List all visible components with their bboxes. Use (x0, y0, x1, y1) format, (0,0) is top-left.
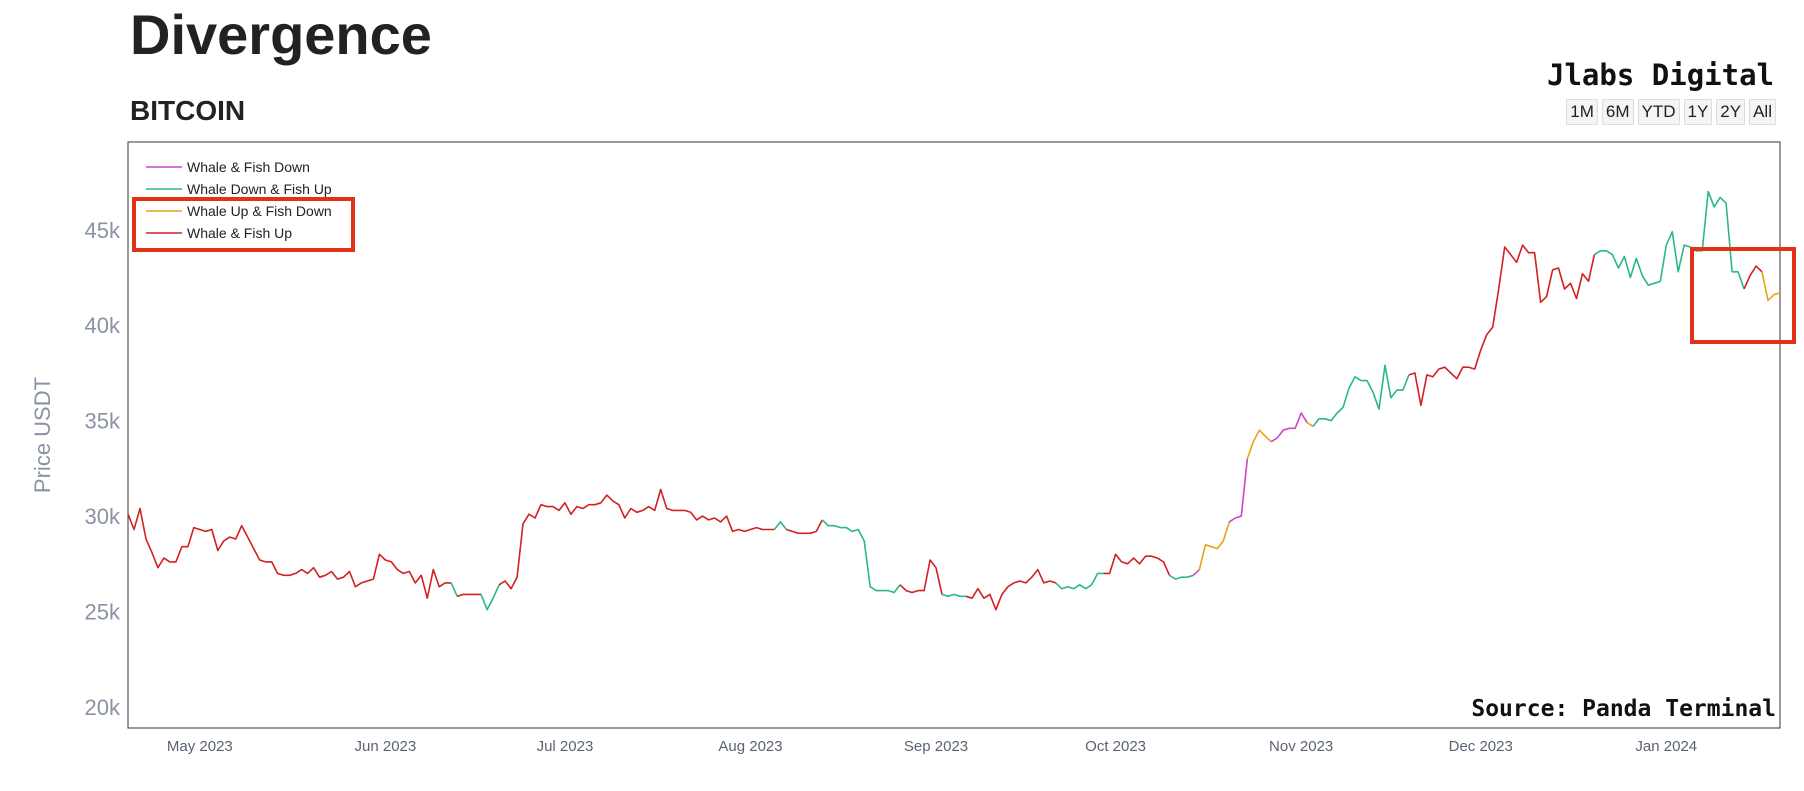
price-line-segment (965, 568, 1057, 611)
y-tick-label: 45k (85, 218, 121, 243)
price-line-segment (1103, 553, 1171, 576)
price-line-segment (1743, 265, 1763, 290)
range-button-2y[interactable]: 2Y (1716, 99, 1746, 125)
legend-label: Whale & Fish Down (187, 159, 310, 175)
price-line-segment (498, 488, 775, 590)
price-line-segment (1192, 569, 1200, 576)
price-line-segment (1761, 271, 1781, 302)
price-line-segment (773, 521, 788, 530)
x-tick-label: Dec 2023 (1449, 738, 1513, 755)
legend-label: Whale Up & Fish Down (187, 203, 332, 219)
brand-label: Jlabs Digital (1547, 58, 1774, 92)
y-tick-label: 30k (85, 504, 121, 529)
price-line-segment (456, 593, 482, 598)
range-button-ytd[interactable]: YTD (1637, 99, 1680, 125)
price-line-segment (1055, 572, 1104, 590)
y-tick-label: 25k (85, 600, 121, 625)
price-line-segment (1246, 429, 1272, 460)
price-line-segment (1169, 574, 1194, 580)
y-tick-label: 35k (85, 409, 121, 434)
price-line-segment (127, 507, 452, 600)
legend-highlight-box (132, 197, 355, 252)
legend-label: Whale & Fish Up (187, 225, 292, 241)
legend-label: Whale Down & Fish Up (187, 181, 332, 197)
x-tick-label: Jan 2024 (1635, 738, 1697, 755)
range-button-1y[interactable]: 1Y (1683, 99, 1713, 125)
price-line-segment (1312, 364, 1410, 427)
recent-highlight-box (1690, 247, 1796, 344)
x-tick-label: Oct 2023 (1085, 738, 1146, 755)
y-tick-label: 40k (85, 313, 121, 338)
x-tick-label: Jul 2023 (537, 738, 594, 755)
source-label: Source: Panda Terminal (1471, 696, 1776, 722)
range-button-1m[interactable]: 1M (1566, 99, 1598, 125)
price-line-segment (1408, 244, 1596, 407)
x-tick-label: Nov 2023 (1269, 738, 1333, 755)
price-line-segment (821, 519, 901, 594)
range-button-all[interactable]: All (1749, 99, 1776, 125)
price-line-segment (899, 559, 943, 595)
price-line-segment (941, 593, 966, 598)
asset-subtitle: BITCOIN (130, 95, 246, 126)
x-tick-label: May 2023 (167, 738, 233, 755)
range-button-6m[interactable]: 6M (1601, 99, 1634, 125)
x-tick-label: Aug 2023 (718, 738, 782, 755)
price-line-segment (1593, 190, 1745, 290)
price-line-segment (480, 584, 500, 611)
price-line-segment (450, 582, 458, 597)
price-line-segment (1198, 521, 1231, 570)
x-tick-label: Jun 2023 (355, 738, 417, 755)
price-line-segment (786, 519, 824, 535)
plot-frame (127, 141, 1781, 729)
y-tick-label: 20k (85, 695, 121, 720)
y-axis-label: Price USDT (30, 377, 55, 493)
x-tick-label: Sep 2023 (904, 738, 968, 755)
page-title: Divergence (130, 3, 432, 66)
price-line-segment (1228, 458, 1249, 523)
price-line-segment (1306, 421, 1314, 428)
range-selector: 1M 6M YTD 1Y 2Y All (1566, 99, 1776, 125)
price-line-segment (1270, 412, 1308, 443)
